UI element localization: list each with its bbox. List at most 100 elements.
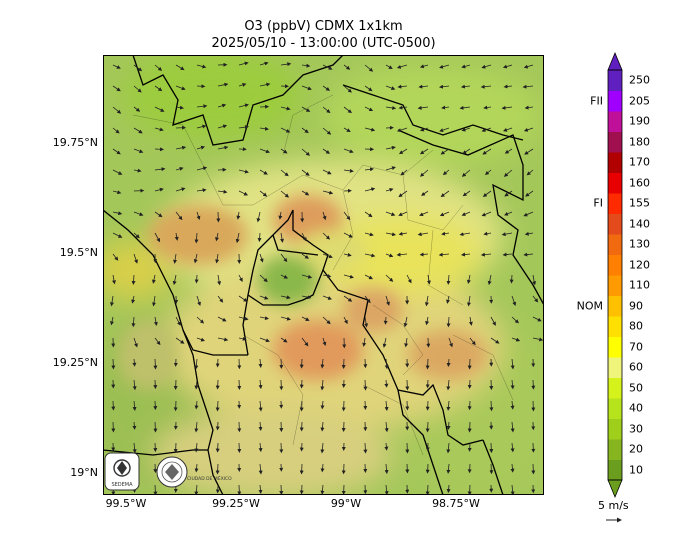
wind-arrow-icon <box>398 148 408 155</box>
colorbar-segment <box>608 275 622 296</box>
wind-arrow-icon <box>385 105 397 110</box>
wind-arrow-icon <box>259 126 269 131</box>
wind-arrow-icon <box>280 274 289 279</box>
wind-arrow-icon <box>446 379 451 391</box>
colorbar-tick-label: 160 <box>629 176 650 190</box>
wind-arrow-icon <box>280 337 288 343</box>
wind-arrow-icon <box>440 148 450 155</box>
wind-arrow-icon <box>343 168 354 173</box>
colorbar-frame <box>607 69 623 481</box>
wind-arrow-icon <box>238 274 243 283</box>
wind-arrow-icon <box>301 232 307 242</box>
wind-arrow-icon <box>448 337 453 348</box>
map-title: O3 (ppbV) CDMX 1x1km <box>244 19 403 34</box>
wind-arrow-icon <box>504 190 513 197</box>
wind-arrow-icon <box>502 127 513 132</box>
wind-arrow-icon <box>193 253 198 264</box>
wind-arrow-icon <box>196 211 201 221</box>
wind-arrow-icon <box>322 211 327 221</box>
latitude-label: 19.5°N <box>59 246 98 259</box>
wind-arrow-icon <box>446 421 451 430</box>
wind-arrow-icon <box>153 316 158 326</box>
wind-arrow-icon <box>217 189 228 194</box>
wind-arrow-icon <box>133 106 141 112</box>
wind-arrow-icon <box>480 252 492 257</box>
colorbar-segment <box>608 131 622 153</box>
wind-arrow-icon <box>439 84 450 89</box>
wind-arrow-icon <box>322 127 332 135</box>
wind-arrow-icon <box>153 484 158 495</box>
wind-arrow-icon <box>132 358 137 367</box>
wind-arrow-icon <box>524 148 534 155</box>
wind-arrow-icon <box>194 463 199 473</box>
wind-arrow-icon <box>419 64 429 69</box>
wind-arrow-icon <box>322 232 331 240</box>
wind-arrow-icon <box>280 190 290 198</box>
wind-arrow-icon <box>322 169 332 175</box>
wind-arrow-icon <box>424 295 429 307</box>
wind-arrow-icon <box>385 274 394 282</box>
wind-arrow-icon <box>362 337 367 347</box>
colorbar-segment <box>608 418 622 440</box>
wind-arrow-icon <box>153 421 158 433</box>
wind-arrow-icon <box>384 379 389 388</box>
wind-arrow-icon <box>194 484 199 495</box>
wind-arrow-icon <box>301 190 310 196</box>
wind-arrow-icon <box>173 253 178 264</box>
wind-arrow-icon <box>217 316 227 322</box>
wind-arrow-icon <box>418 84 429 89</box>
wind-arrow-icon <box>364 85 373 92</box>
wind-arrow-icon <box>154 211 163 218</box>
wind-arrow-icon <box>484 169 492 176</box>
colorbar <box>607 51 623 499</box>
wind-arrow-icon <box>426 274 431 285</box>
colorbar-tick-label: 30 <box>629 422 643 436</box>
wind-arrow-icon <box>112 232 123 238</box>
colorbar-tick-label: 130 <box>629 237 650 251</box>
wind-arrow-icon <box>343 252 352 257</box>
wind-arrow-icon <box>384 358 389 370</box>
wind-arrow-icon <box>278 211 283 220</box>
wind-arrow-icon <box>511 337 521 342</box>
wind-arrow-icon <box>532 274 537 286</box>
wind-arrow-icon <box>510 400 515 410</box>
wind-arrow-icon <box>132 442 137 454</box>
colorbar-tick-label: 205 <box>629 94 650 108</box>
wind-arrow-icon <box>280 62 292 67</box>
wind-arrow-icon <box>133 85 142 93</box>
wind-arrow-icon <box>483 231 492 236</box>
wind-arrow-icon <box>504 211 513 216</box>
wind-arrow-icon <box>481 127 492 132</box>
wind-arrow-icon <box>217 82 229 87</box>
wind-arrow-icon <box>238 295 248 302</box>
wind-arrow-icon <box>154 85 163 92</box>
wind-arrow-icon <box>320 421 325 432</box>
wind-arrow-icon <box>490 337 500 344</box>
colorbar-segment <box>608 336 622 358</box>
wind-arrow-icon <box>175 337 185 344</box>
wind-arrow-icon <box>194 232 199 244</box>
wind-arrow-icon <box>364 127 376 132</box>
wind-arrow-icon <box>490 316 496 326</box>
wind-arrow-icon <box>385 187 394 192</box>
wind-arrow-icon <box>441 231 450 236</box>
wind-arrow-icon <box>459 105 471 110</box>
wind-arrow-icon <box>320 442 325 454</box>
wind-arrow-icon <box>482 148 492 155</box>
wind-arrow-icon <box>364 106 374 112</box>
wind-arrow-icon <box>215 253 220 264</box>
wind-arrow-icon <box>382 337 387 348</box>
colorbar-tick-label: 10 <box>629 463 643 477</box>
wind-arrow-icon <box>385 166 396 171</box>
wind-arrow-icon <box>480 84 492 89</box>
wind-arrow-icon <box>446 442 451 454</box>
wind-arrow-icon <box>322 295 332 300</box>
wind-arrow-icon <box>462 148 471 154</box>
wind-arrow-icon <box>525 190 534 197</box>
wind-arrow-icon <box>343 85 352 93</box>
wind-arrow-icon <box>343 127 351 133</box>
wind-arrow-icon <box>385 211 396 216</box>
wind-arrow-icon <box>217 124 228 129</box>
wind-arrow-icon <box>322 337 327 347</box>
wind-arrow-icon <box>301 337 309 347</box>
